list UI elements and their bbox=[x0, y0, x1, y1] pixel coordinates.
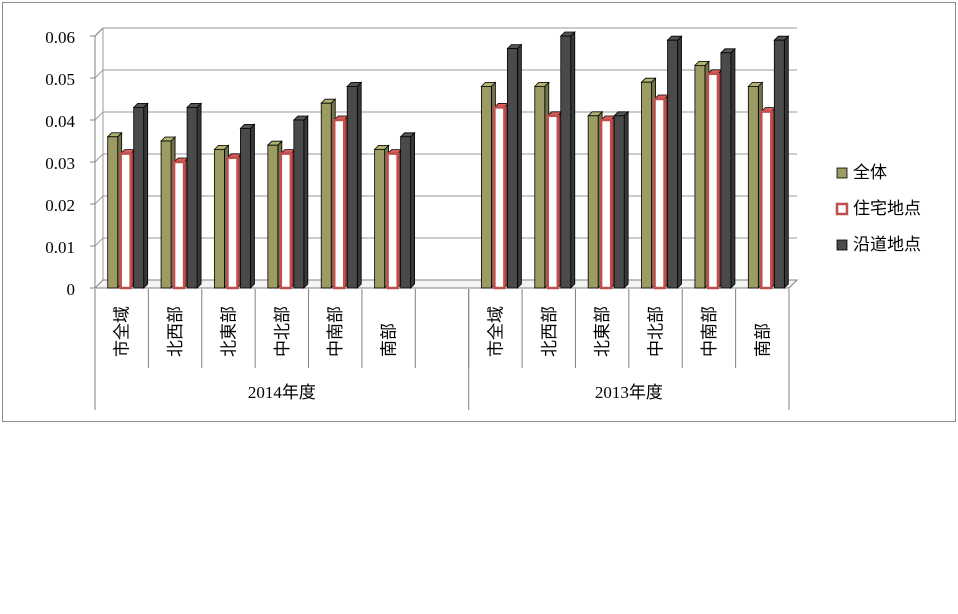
bar bbox=[239, 123, 256, 289]
legend-label: 全体 bbox=[853, 163, 887, 182]
category-label: 北東部 bbox=[219, 306, 238, 357]
bar bbox=[773, 35, 790, 289]
bar bbox=[226, 152, 243, 290]
axis-labels: 0 0.01 0.02 0.03 0.04 0.05 0.06 市全域 北西部 北東部 中北部 中南部… bbox=[45, 28, 772, 402]
y-tick-label: 0 bbox=[67, 280, 76, 299]
bar bbox=[332, 115, 350, 290]
bar bbox=[666, 35, 683, 289]
bar bbox=[292, 115, 309, 289]
bar bbox=[613, 110, 630, 289]
bar bbox=[119, 148, 136, 290]
bar bbox=[279, 148, 296, 290]
category-label: 北西部 bbox=[166, 306, 185, 357]
chart-frame: 0 0.01 0.02 0.03 0.04 0.05 0.06 市全域 北西部 北東部 中北部 中南部… bbox=[2, 2, 956, 422]
category-label: 中北部 bbox=[647, 306, 666, 357]
category-label: 中南部 bbox=[700, 306, 719, 357]
bar bbox=[559, 31, 576, 289]
legend-label: 住宅地点 bbox=[853, 199, 921, 218]
bar bbox=[760, 106, 777, 290]
category-label: 北東部 bbox=[593, 306, 612, 357]
bar bbox=[706, 68, 723, 290]
y-tick-label: 0.01 bbox=[45, 238, 75, 257]
bar bbox=[346, 81, 363, 289]
bar bbox=[599, 115, 617, 290]
bar bbox=[399, 131, 416, 289]
category-label: 中北部 bbox=[273, 306, 292, 357]
bar-chart: 0 0.01 0.02 0.03 0.04 0.05 0.06 市全域 北西部 北東部 中北部 中南部… bbox=[45, 27, 921, 410]
category-label: 北西部 bbox=[540, 306, 559, 357]
group-label: 2013年度 bbox=[595, 383, 663, 402]
bar bbox=[132, 102, 149, 289]
legend-label: 沿道地点 bbox=[853, 235, 921, 254]
bar bbox=[386, 148, 403, 290]
category-label: 市全域 bbox=[486, 306, 505, 357]
bar bbox=[186, 102, 203, 289]
group-label: 2014年度 bbox=[248, 383, 316, 402]
category-label: 南部 bbox=[753, 323, 772, 357]
bar bbox=[653, 94, 670, 290]
bars bbox=[106, 31, 790, 290]
y-tick-label: 0.04 bbox=[45, 112, 75, 131]
bar bbox=[506, 43, 523, 289]
bar bbox=[172, 157, 190, 290]
y-tick-label: 0.05 bbox=[45, 70, 75, 89]
category-label: 南部 bbox=[380, 323, 399, 357]
y-tick-label: 0.03 bbox=[45, 154, 75, 173]
category-label: 市全域 bbox=[113, 306, 132, 357]
legend-swatch bbox=[836, 239, 848, 251]
bar bbox=[719, 47, 736, 289]
legend-swatch bbox=[836, 167, 848, 179]
category-label: 中南部 bbox=[326, 306, 345, 357]
legend-swatch bbox=[835, 202, 849, 216]
y-tick-label: 0.02 bbox=[45, 196, 75, 215]
bar bbox=[546, 110, 563, 290]
bar bbox=[493, 102, 510, 290]
y-tick-label: 0.06 bbox=[45, 28, 75, 47]
